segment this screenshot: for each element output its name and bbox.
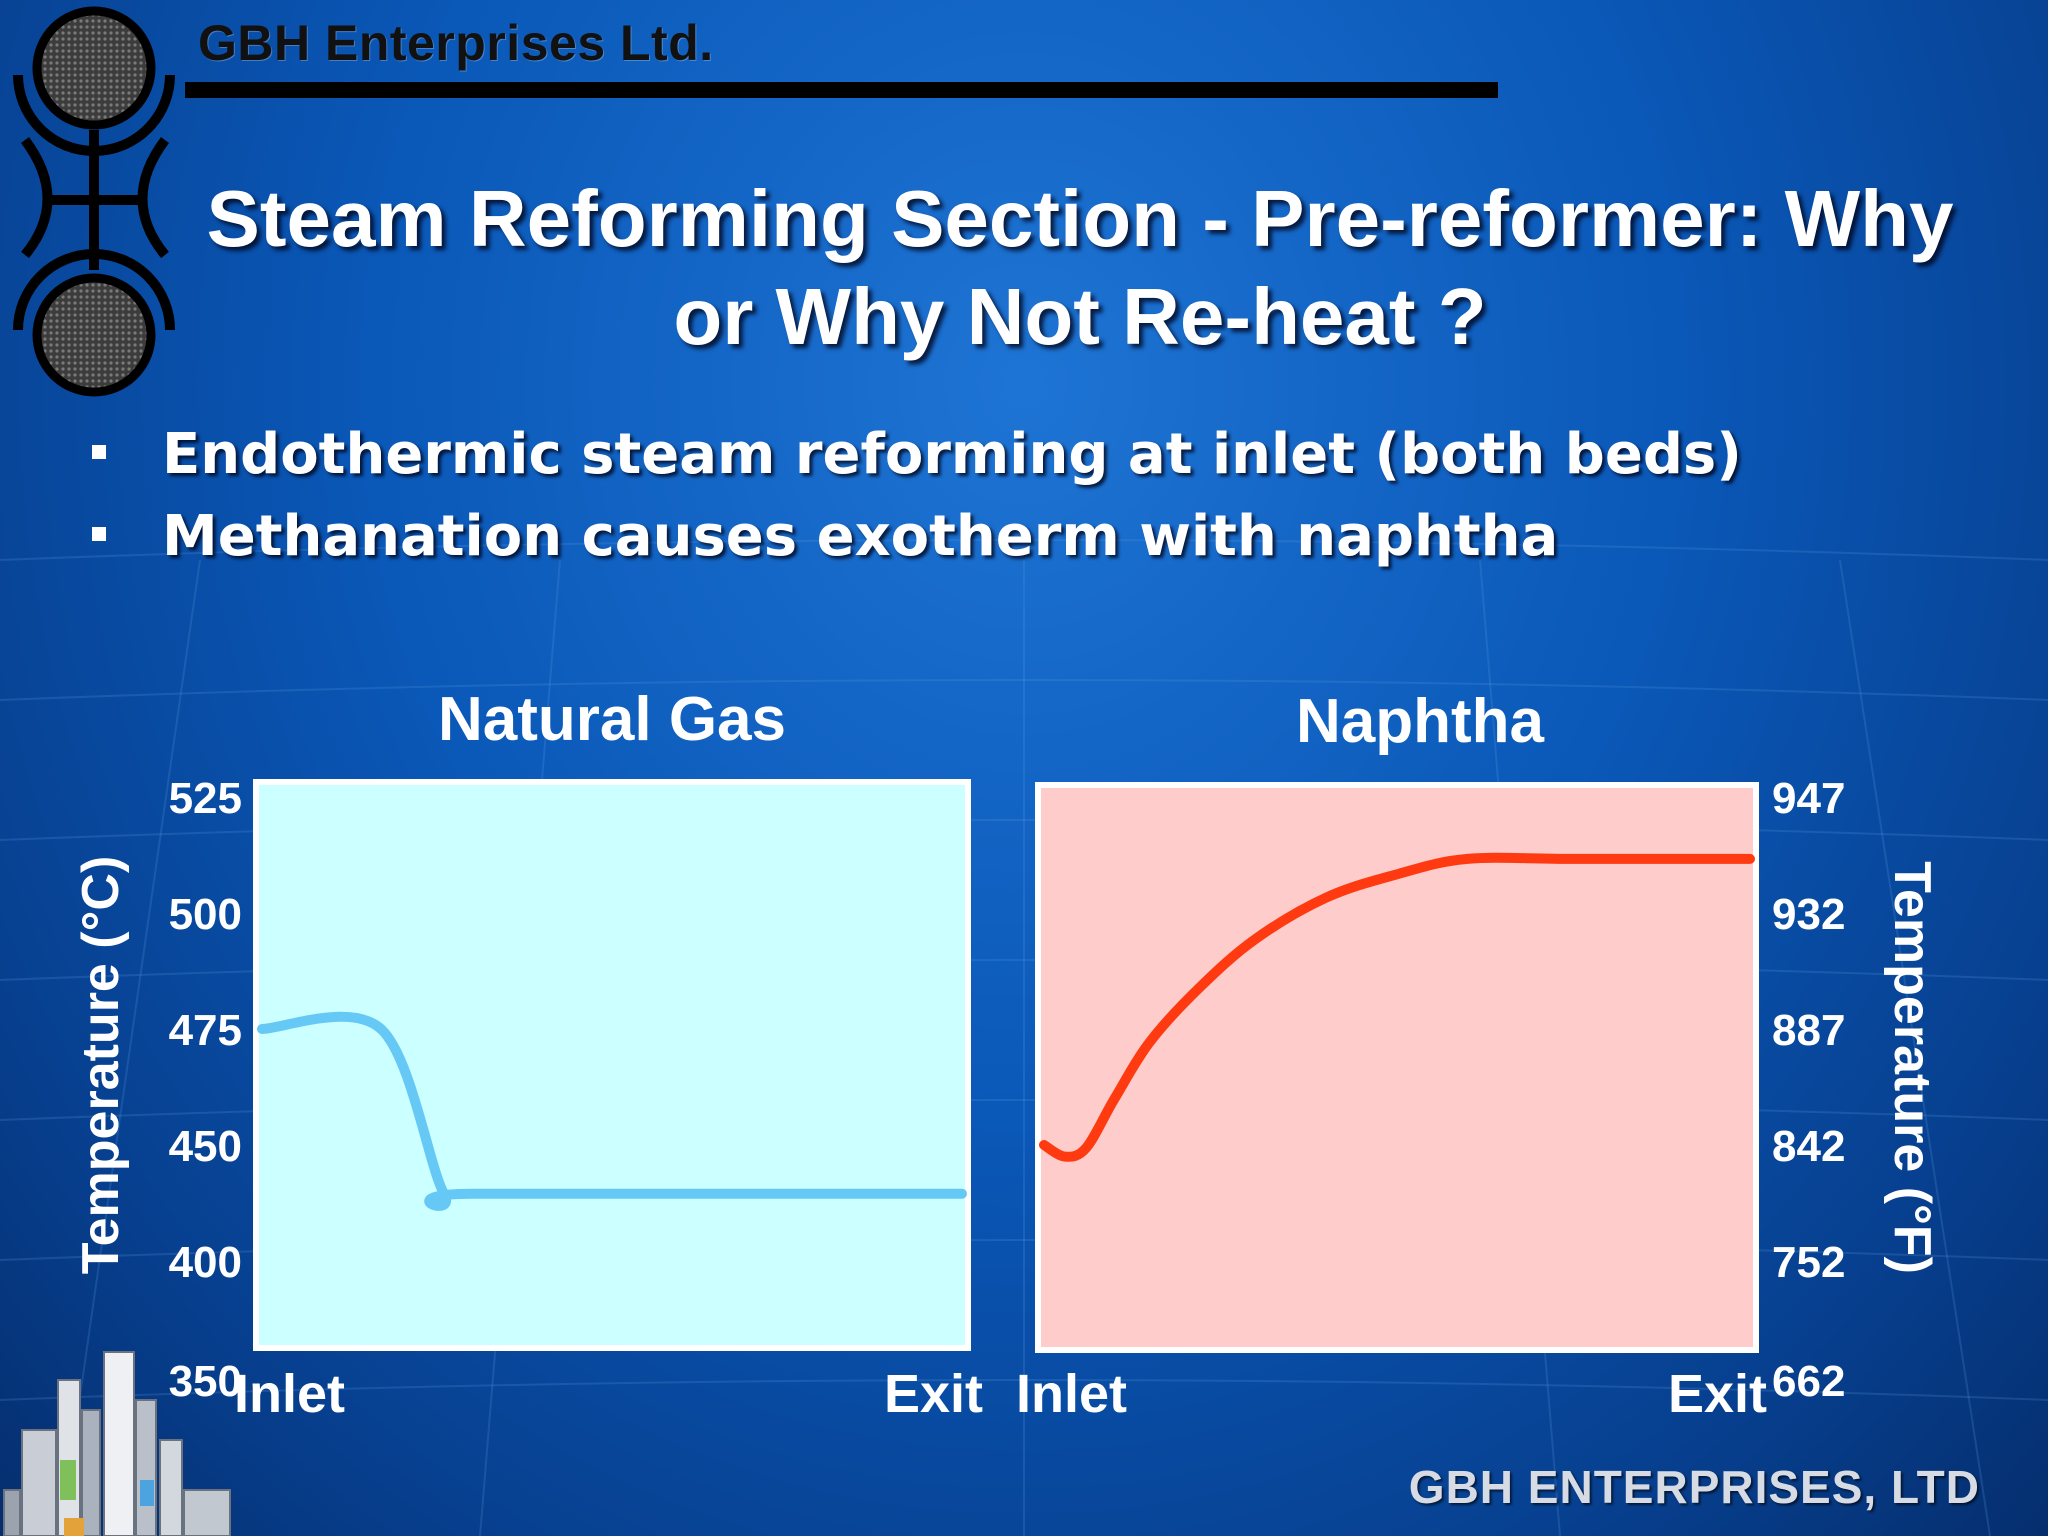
chart-title: Naphtha: [1296, 687, 1545, 756]
y-tick-label: 525: [169, 774, 242, 823]
y-tick-label: 842: [1772, 1122, 1845, 1171]
y-tick-label: 752: [1772, 1238, 1845, 1287]
header-rule: [185, 82, 1498, 98]
bullet-text: Endothermic steam reforming at inlet (bo…: [162, 422, 1742, 487]
slide-title: Steam Reforming Section - Pre-reformer: …: [190, 170, 1970, 366]
y-tick-label: 932: [1772, 890, 1845, 939]
plot-area: [253, 779, 971, 1351]
x-tick-label: Exit: [884, 1364, 983, 1424]
bullet-square-icon: [92, 526, 106, 541]
x-tick-label: Inlet: [1016, 1364, 1127, 1424]
bullet-text: Methanation causes exotherm with naphtha: [162, 504, 1559, 569]
slide-title-line-1: Steam Reforming Section - Pre-reformer: …: [206, 174, 1954, 263]
y-tick-label: 475: [169, 1006, 242, 1055]
x-tick-label: Inlet: [234, 1364, 345, 1424]
y-tick-label: 400: [169, 1238, 242, 1287]
chart-title: Natural Gas: [438, 685, 786, 754]
slide-title-line-2: or Why Not Re-heat ?: [673, 272, 1487, 361]
x-tick-label: Exit: [1668, 1364, 1767, 1424]
y-tick-label: 450: [169, 1122, 242, 1171]
refinery-illustration-icon: [3, 1351, 231, 1536]
bullet-square-icon: [92, 444, 106, 459]
series-line: [1039, 852, 1755, 1162]
bullet-item: Endothermic steam reforming at inlet (bo…: [92, 422, 1742, 487]
y-tick-label: 500: [169, 890, 242, 939]
y-axis-label: Temperature (°F): [1883, 861, 1941, 1274]
footer-brand: GBH ENTERPRISES, LTD: [1408, 1461, 1980, 1513]
gbh-logo-icon: [13, 6, 175, 397]
y-tick-label: 887: [1772, 1006, 1845, 1055]
brand-name: GBH Enterprises Ltd.: [198, 15, 714, 71]
y-tick-label: 350: [169, 1357, 242, 1406]
series-line: [257, 1011, 967, 1211]
y-tick-label: 662: [1772, 1357, 1845, 1406]
y-tick-label: 947: [1772, 774, 1845, 823]
y-axis-label: Temperature (°C): [72, 856, 130, 1275]
bullet-item: Methanation causes exotherm with naphtha: [92, 504, 1558, 569]
